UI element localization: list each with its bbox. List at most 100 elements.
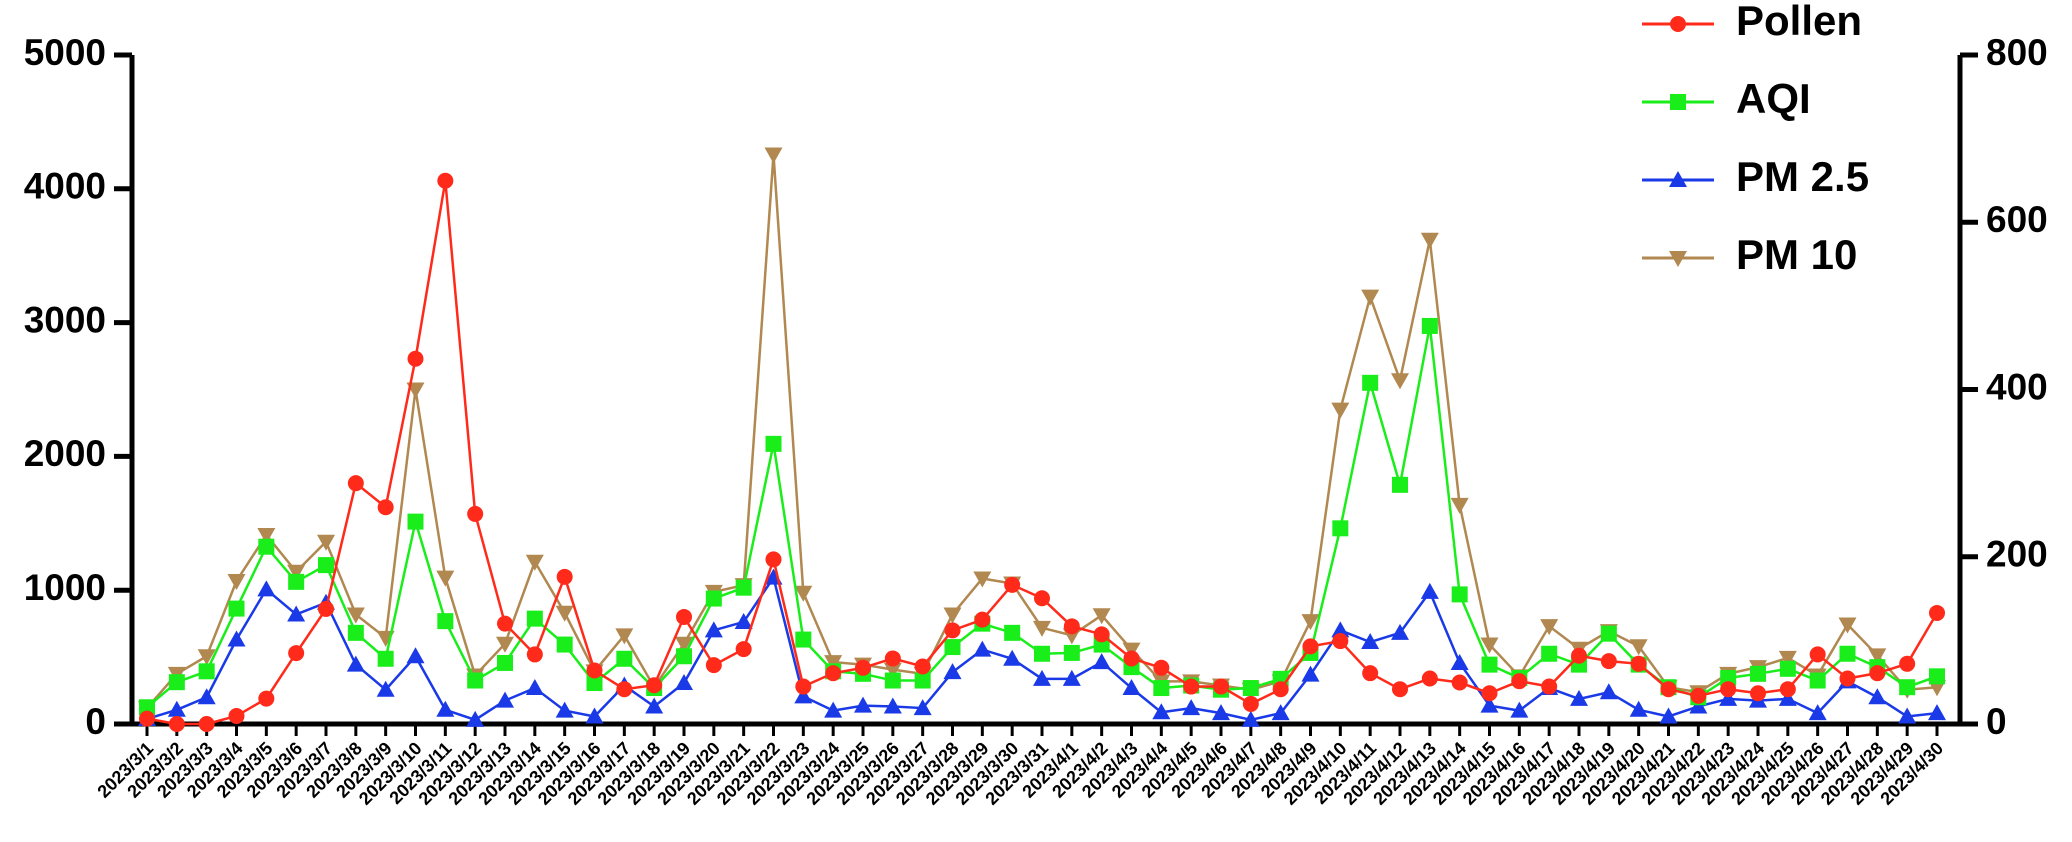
marker (1629, 639, 1648, 656)
series (138, 147, 1946, 718)
legend-label: PM 10 (1736, 231, 1857, 278)
marker (556, 568, 573, 585)
marker (1540, 619, 1559, 636)
marker (1690, 687, 1707, 704)
y-tick-label: 0 (85, 701, 106, 742)
marker (1511, 673, 1528, 690)
marker (1362, 374, 1379, 391)
marker (555, 605, 574, 622)
marker (795, 631, 812, 648)
marker (288, 573, 305, 590)
marker (1331, 621, 1350, 638)
marker (1272, 681, 1289, 698)
marker (794, 687, 813, 704)
marker (616, 650, 633, 667)
marker (1242, 695, 1259, 712)
marker (883, 697, 902, 714)
marker (1421, 317, 1438, 334)
marker (1004, 624, 1021, 641)
marker (407, 513, 424, 530)
marker (1242, 680, 1259, 697)
marker (1361, 633, 1380, 650)
marker (676, 608, 692, 625)
marker (913, 699, 932, 716)
marker (525, 679, 544, 696)
marker (1092, 653, 1111, 670)
marker (467, 672, 484, 689)
marker (1212, 704, 1230, 721)
marker (317, 534, 335, 551)
marker (1063, 644, 1080, 661)
marker (1093, 626, 1110, 643)
marker (497, 615, 513, 632)
marker (1153, 680, 1170, 697)
marker (1571, 647, 1587, 664)
marker (1669, 171, 1687, 187)
marker (1332, 633, 1349, 650)
marker (257, 580, 276, 597)
marker (1899, 679, 1916, 696)
marker (914, 672, 931, 689)
y-tick-label: 1000 (24, 567, 106, 608)
marker (1481, 656, 1498, 673)
marker (615, 628, 634, 645)
marker (1809, 646, 1826, 663)
marker (825, 665, 842, 682)
marker (705, 657, 722, 674)
marker (377, 650, 394, 667)
marker (347, 475, 364, 492)
marker (1391, 373, 1409, 390)
marker (1391, 623, 1409, 640)
marker (1123, 650, 1140, 667)
marker (914, 658, 931, 675)
marker (1670, 94, 1686, 110)
marker (1271, 704, 1290, 721)
marker (496, 691, 514, 708)
marker (318, 557, 334, 574)
marker (943, 663, 962, 680)
marker (1670, 16, 1686, 32)
marker (376, 680, 395, 697)
marker (824, 701, 843, 718)
marker (1669, 251, 1687, 267)
marker (1838, 617, 1857, 634)
series (139, 172, 1945, 732)
marker (1899, 655, 1916, 672)
marker (1361, 289, 1380, 306)
marker (883, 662, 902, 679)
marker (407, 350, 424, 367)
y2-tick-label: 200 (1986, 534, 2048, 575)
marker (1153, 659, 1170, 676)
marker (168, 674, 185, 691)
marker (198, 716, 215, 732)
marker (1301, 614, 1320, 631)
marker (1034, 590, 1050, 607)
series (138, 568, 1946, 727)
marker (556, 636, 573, 653)
marker (346, 607, 365, 624)
marker (1331, 402, 1350, 419)
marker (346, 655, 365, 672)
marker (197, 649, 216, 666)
marker (167, 700, 186, 717)
marker (974, 611, 991, 628)
marker (855, 659, 871, 676)
marker (1869, 665, 1886, 682)
marker (525, 554, 544, 571)
marker (765, 435, 782, 452)
y-tick-label: 5000 (24, 32, 106, 73)
marker (377, 499, 394, 516)
marker (288, 645, 305, 662)
marker (1630, 655, 1647, 672)
marker (1301, 665, 1320, 682)
line (146, 180, 1939, 726)
marker (704, 621, 723, 638)
marker (1332, 520, 1349, 537)
marker (1421, 670, 1438, 687)
marker (526, 610, 543, 627)
marker (1481, 685, 1498, 702)
marker (676, 648, 692, 665)
y-tick-label: 3000 (24, 299, 106, 340)
marker (497, 654, 513, 671)
